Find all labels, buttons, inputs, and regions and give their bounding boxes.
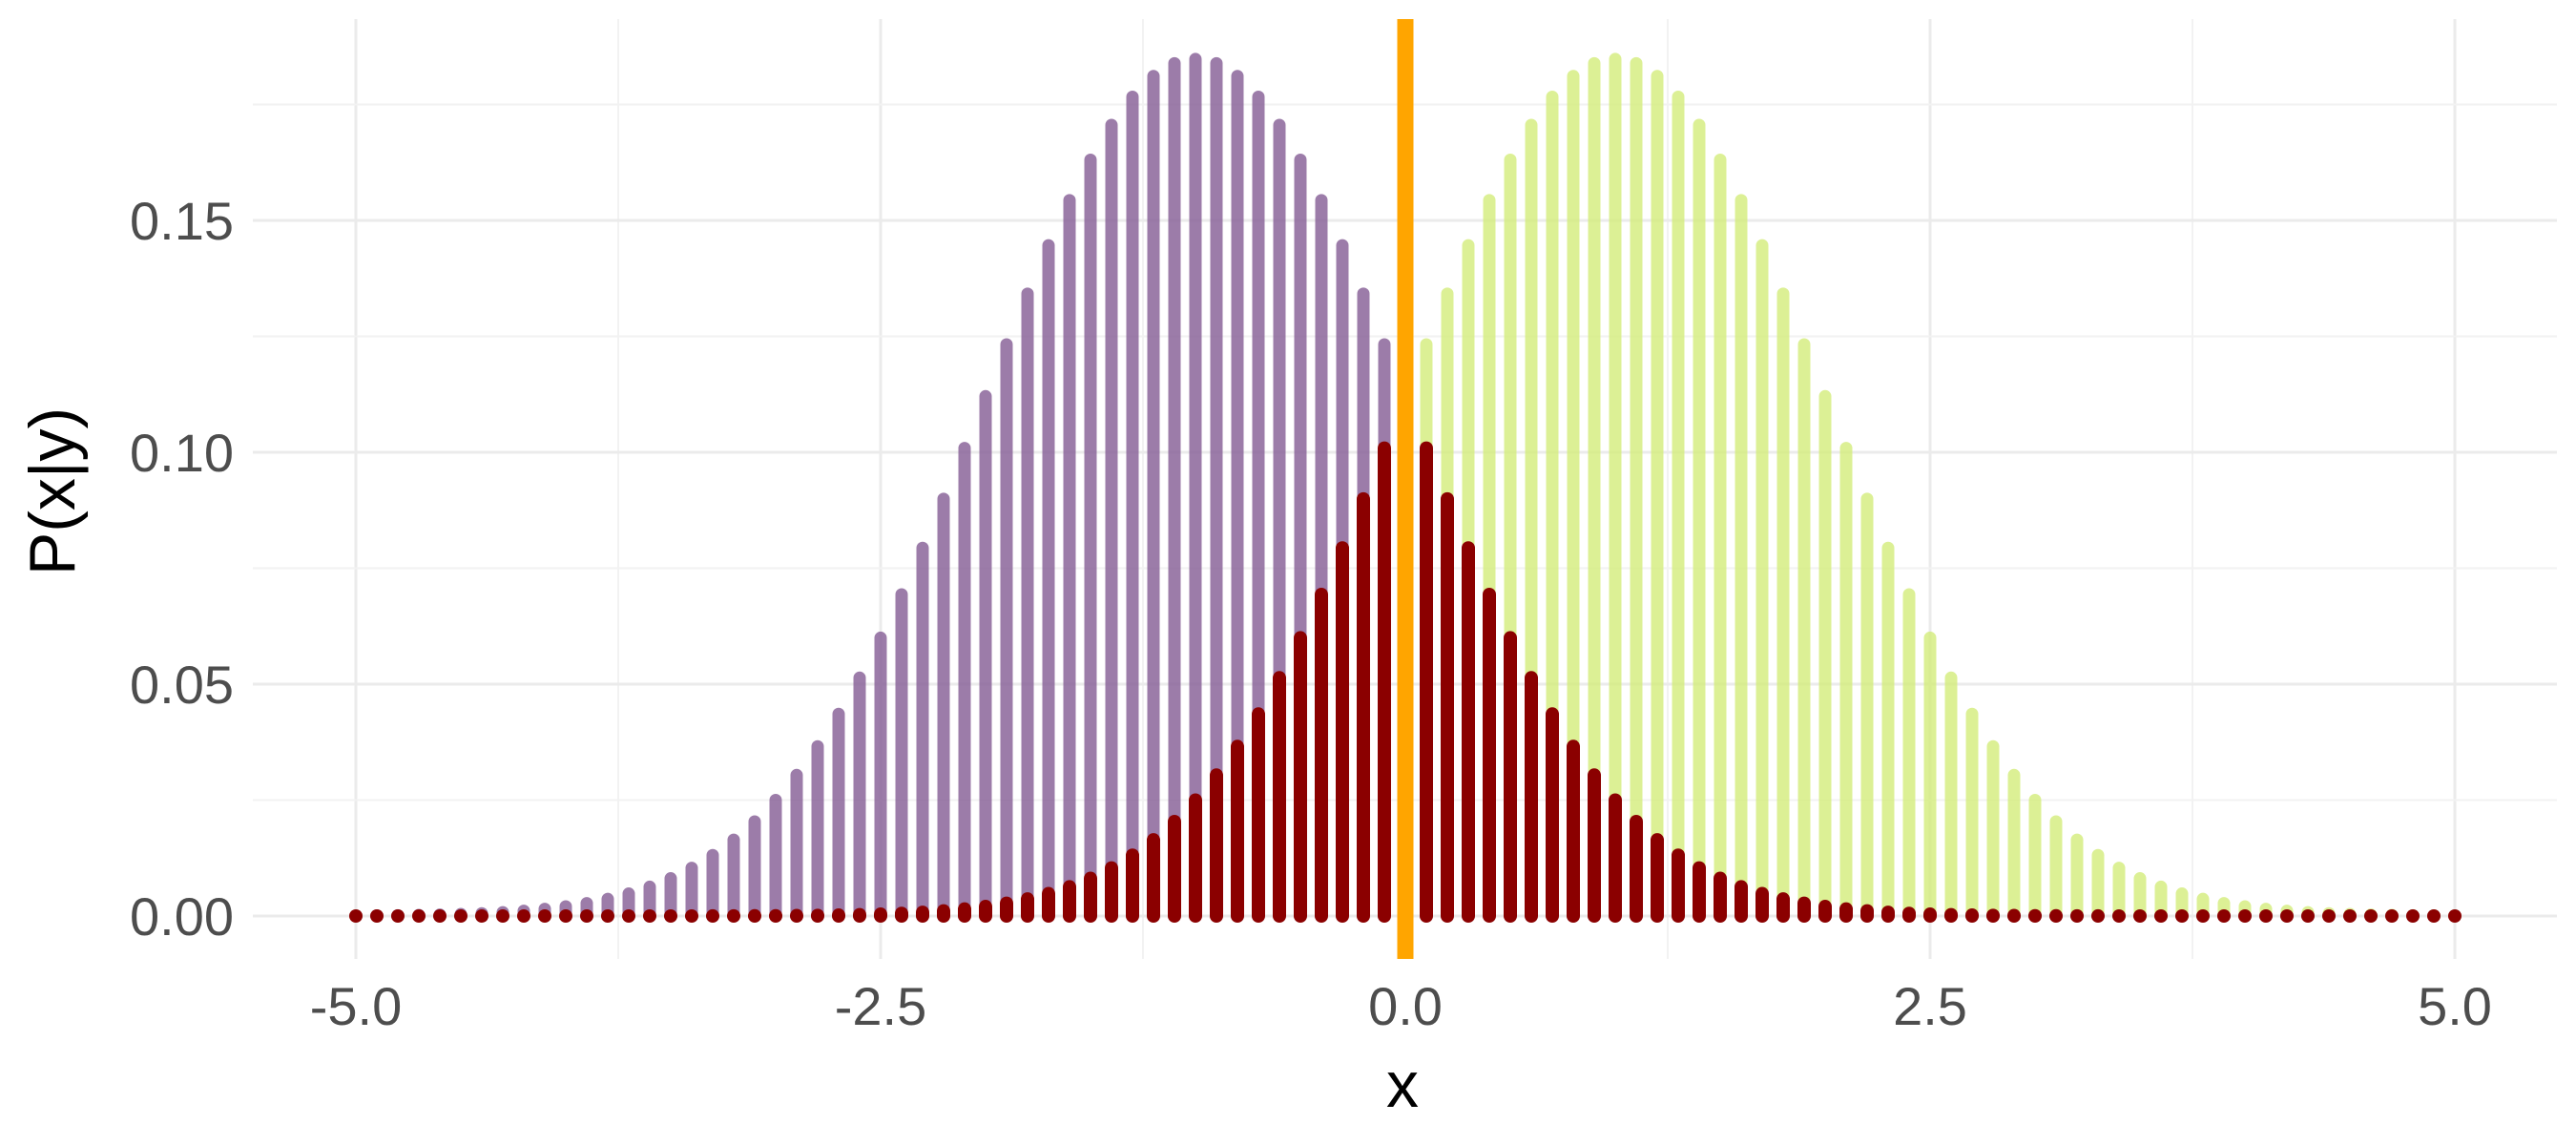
x-tick-labels: -5.0 -2.5 0.0 2.5 5.0 (310, 976, 2492, 1036)
y-axis-title: P(x|y) (16, 407, 89, 575)
x-tick-label-0: -5.0 (310, 976, 403, 1036)
x-tick-label-2: 0.0 (1368, 976, 1443, 1036)
bars (349, 52, 2462, 923)
x-tick-label-4: 5.0 (2418, 976, 2492, 1036)
x-axis-title: x (1386, 1049, 1419, 1121)
y-tick-label-0: 0.00 (130, 886, 234, 947)
y-tick-label-2: 0.10 (130, 423, 234, 483)
x-tick-label-1: -2.5 (835, 976, 927, 1036)
x-tick-label-3: 2.5 (1893, 976, 1967, 1036)
y-tick-label-1: 0.05 (130, 655, 234, 715)
y-tick-labels: 0.00 0.05 0.10 0.15 (130, 191, 234, 947)
y-tick-label-3: 0.15 (130, 191, 234, 251)
series-3 (349, 389, 2462, 923)
